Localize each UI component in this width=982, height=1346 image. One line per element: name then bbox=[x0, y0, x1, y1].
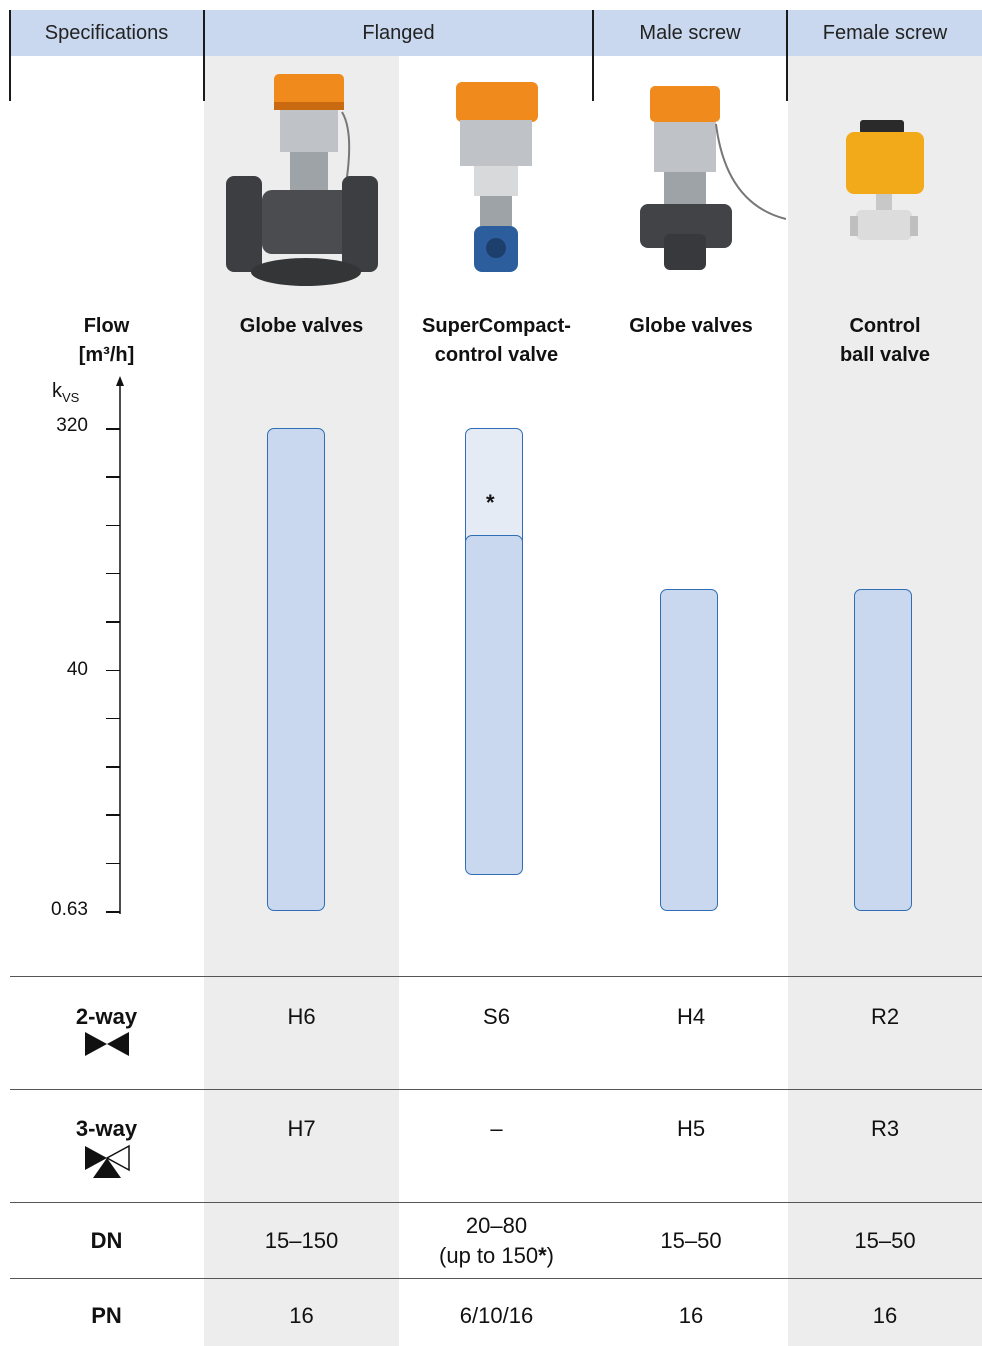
product-name-line1: Globe valves bbox=[239, 315, 364, 337]
axis-tick bbox=[106, 862, 120, 865]
axis-symbol-subscript: VS bbox=[62, 390, 80, 405]
cell-pn-supercompact: 6/10/16 bbox=[459, 1303, 534, 1328]
row-shade-pn-ball bbox=[788, 1279, 982, 1346]
three-way-valve-icon bbox=[84, 1144, 130, 1178]
row-shade-3way-ball bbox=[788, 1090, 982, 1202]
range-bar-ball-valve bbox=[854, 589, 912, 911]
header-specifications: Specifications bbox=[10, 10, 203, 56]
row-label-pn: PN bbox=[91, 1303, 122, 1328]
header-male-screw: Male screw bbox=[594, 10, 786, 56]
product-name-line1: Control bbox=[849, 315, 921, 337]
axis-tick bbox=[106, 621, 120, 623]
row-divider bbox=[10, 1089, 982, 1090]
cell-dn-ball-valve: 15–50 bbox=[854, 1228, 916, 1253]
product-name-ball-valve: Control ball valve bbox=[788, 312, 982, 370]
divider-line bbox=[786, 10, 788, 101]
cell-pn-globe-screw: 16 bbox=[678, 1303, 704, 1328]
tick-label-0.63: 0.63 bbox=[51, 899, 88, 920]
axis-symbol-k: k bbox=[52, 380, 62, 402]
axis-tick bbox=[106, 572, 120, 575]
row-divider bbox=[10, 1202, 982, 1203]
globe-valve-flanged-icon bbox=[226, 74, 378, 286]
cell-dn-supercompact-value: 20–80 bbox=[465, 1213, 528, 1238]
cell-dn-globe-screw: 15–50 bbox=[660, 1228, 722, 1253]
axis-tick bbox=[106, 476, 120, 478]
two-way-valve-icon bbox=[84, 1032, 129, 1056]
dn-note-text: (up to 150 bbox=[439, 1243, 539, 1268]
header-flanged: Flanged bbox=[205, 10, 592, 56]
flow-label: Flow [m³/h] bbox=[10, 312, 203, 370]
cell-2way-globe-flanged: H6 bbox=[287, 1004, 316, 1029]
divider-line bbox=[203, 10, 205, 101]
axis-symbol: kVS bbox=[52, 380, 79, 405]
cell-2way-supercompact: S6 bbox=[483, 1004, 510, 1029]
range-bar-globe-screw bbox=[660, 589, 718, 911]
row-label-3way-text: 3-way bbox=[75, 1116, 138, 1141]
row-label-2way-text: 2-way bbox=[75, 1004, 138, 1029]
flow-label-line2: [m³/h] bbox=[78, 344, 135, 366]
product-name-line2: control valve bbox=[434, 344, 559, 366]
axis-tick bbox=[106, 524, 120, 527]
cell-dn-globe-flanged: 15–150 bbox=[264, 1228, 339, 1253]
row-label-3way: 3-way bbox=[10, 1116, 203, 1184]
row-shade-3way-globe bbox=[204, 1090, 399, 1202]
row-label-2way: 2-way bbox=[10, 1004, 203, 1062]
row-shade-dn-ball bbox=[788, 1203, 982, 1278]
cell-2way-ball-valve: R2 bbox=[870, 1004, 900, 1029]
cell-2way-globe-screw: H4 bbox=[676, 1004, 706, 1029]
axis-tick bbox=[106, 766, 120, 768]
divider-line bbox=[9, 10, 11, 101]
axis-tick bbox=[106, 911, 120, 913]
row-divider bbox=[10, 976, 982, 977]
product-name-globe-screw: Globe valves bbox=[594, 312, 788, 341]
tick-label-40: 40 bbox=[66, 659, 88, 680]
axis-tick bbox=[106, 717, 120, 720]
asterisk-marker: * bbox=[486, 490, 495, 515]
cell-dn-supercompact-note: (up to 150*) bbox=[399, 1241, 594, 1271]
axis-tick bbox=[106, 669, 120, 671]
row-divider bbox=[10, 1278, 982, 1279]
cell-3way-supercompact: – bbox=[490, 1116, 503, 1141]
dn-note-star: * bbox=[538, 1243, 547, 1268]
range-bar-globe-flanged bbox=[267, 428, 325, 911]
row-shade-2way-globe bbox=[204, 977, 399, 1089]
cell-3way-globe-flanged: H7 bbox=[287, 1116, 316, 1141]
axis-tick bbox=[106, 814, 120, 816]
supercompact-valve-icon bbox=[456, 82, 538, 272]
dn-note-close: ) bbox=[546, 1243, 554, 1268]
ball-valve-icon bbox=[846, 120, 924, 240]
globe-valve-screw-icon bbox=[640, 86, 786, 270]
tick-label-320: 320 bbox=[56, 415, 88, 436]
row-shade-2way-ball bbox=[788, 977, 982, 1089]
product-name-line2: ball valve bbox=[839, 344, 931, 366]
cell-3way-ball-valve: R3 bbox=[870, 1116, 900, 1141]
axis-line bbox=[116, 376, 124, 914]
product-name-supercompact: SuperCompact- control valve bbox=[399, 312, 594, 370]
flow-label-line1: Flow bbox=[83, 315, 130, 337]
range-bar-supercompact bbox=[465, 535, 523, 876]
divider-line bbox=[592, 10, 594, 101]
row-shade-dn-globe bbox=[204, 1203, 399, 1278]
axis-tick bbox=[106, 428, 120, 430]
header-female-screw: Female screw bbox=[788, 10, 982, 56]
cell-pn-ball-valve: 16 bbox=[872, 1303, 898, 1328]
product-name-line1: SuperCompact- bbox=[422, 315, 571, 337]
row-label-dn: DN bbox=[90, 1228, 123, 1253]
cell-dn-supercompact: 20–80 (up to 150*) bbox=[399, 1211, 594, 1271]
row-shade-pn-globe bbox=[204, 1279, 399, 1346]
product-name-line1: Globe valves bbox=[629, 315, 753, 337]
product-name-globe-flanged: Globe valves bbox=[204, 312, 399, 341]
cell-3way-globe-screw: H5 bbox=[676, 1116, 706, 1141]
cell-pn-globe-flanged: 16 bbox=[289, 1303, 314, 1328]
